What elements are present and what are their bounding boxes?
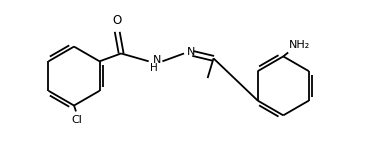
Text: O: O bbox=[113, 14, 122, 27]
Text: Cl: Cl bbox=[71, 115, 82, 125]
Text: H: H bbox=[150, 63, 157, 73]
Text: N: N bbox=[187, 47, 195, 58]
Text: NH₂: NH₂ bbox=[289, 40, 310, 49]
Text: N: N bbox=[153, 55, 161, 65]
